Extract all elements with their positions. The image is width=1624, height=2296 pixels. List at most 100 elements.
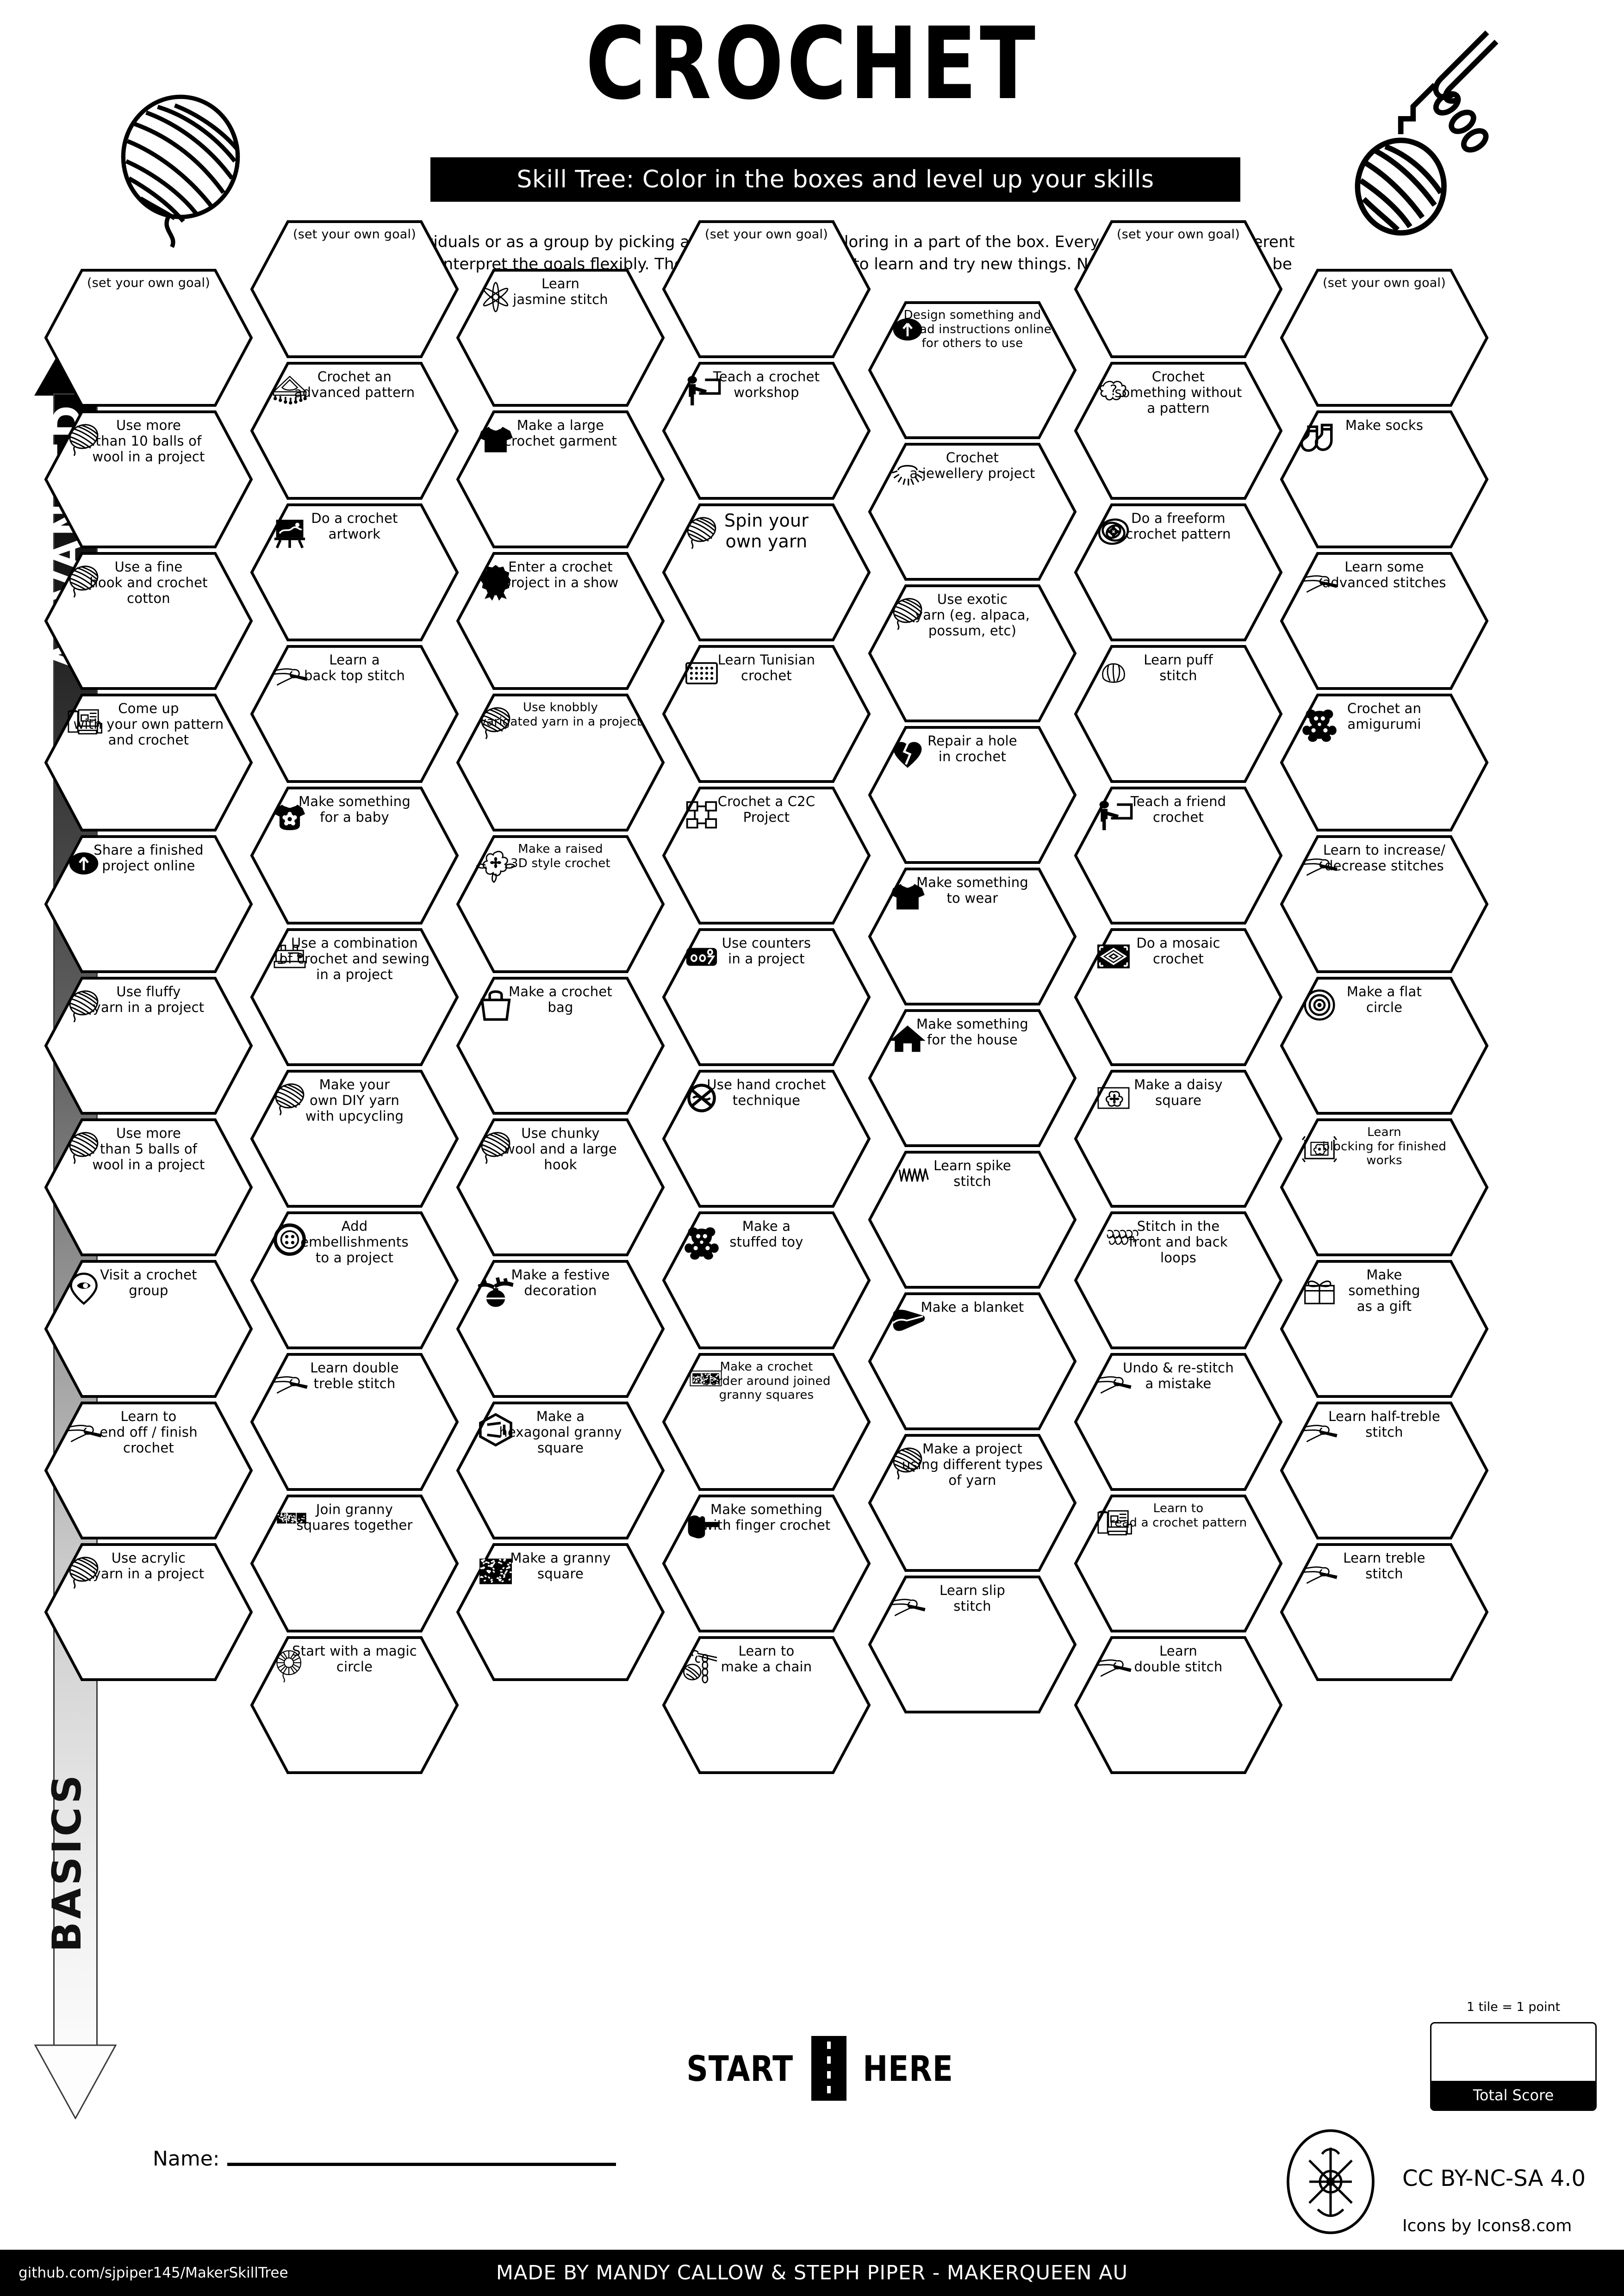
skill-hex-tile[interactable]: Make something with finger crochet — [662, 1494, 871, 1633]
skill-hex-tile[interactable]: Make something as a gift — [1280, 1260, 1489, 1398]
name-field[interactable]: Name: — [153, 2147, 616, 2171]
skill-hex-tile[interactable]: Make a stuffed toy — [662, 1211, 871, 1350]
skill-hex-content: Enter a crochet project in a show — [474, 559, 647, 683]
skill-hex-label: Learn to increase/decrease stitches — [1322, 842, 1446, 874]
skill-hex-tile[interactable]: (set your own goal) — [250, 220, 459, 359]
skill-hex-tile[interactable]: Learn puff stitch — [1074, 645, 1283, 783]
skill-hex-tile[interactable]: (set your own goal) — [662, 220, 871, 359]
skill-hex-content: Make a crochet bag — [474, 984, 647, 1108]
skill-hex-content: Crochet a C2C Project — [680, 794, 852, 918]
skill-hex-tile[interactable]: Share a finished project online — [44, 835, 253, 974]
skill-hex-content: Learn to increase/decrease stitches — [1298, 842, 1470, 966]
here-word: HERE — [863, 2048, 953, 2089]
skill-hex-tile[interactable]: Learn to end off / finish crochet — [44, 1401, 253, 1540]
skill-hex-content: Make a crochet border around joined granny… — [680, 1360, 852, 1484]
score-input-box[interactable]: Total Score — [1430, 2022, 1597, 2111]
name-input-line[interactable] — [227, 2163, 616, 2166]
skill-hex-label: Spin your own yarn — [723, 510, 809, 552]
skill-hex-tile[interactable]: (set your own goal) — [1280, 268, 1489, 407]
skill-hex-tile[interactable]: Teach a crochet workshop — [662, 361, 871, 500]
skill-hex-tile[interactable]: Use chunky wool and a large hook — [456, 1118, 665, 1257]
skill-hex-tile[interactable]: Visit a crochet group — [44, 1260, 253, 1398]
skill-hex-tile[interactable]: Teach a friend crochet — [1074, 786, 1283, 925]
skill-hex-tile[interactable]: Learn to make a chain — [662, 1636, 871, 1775]
skill-hex-tile[interactable]: Learn double stitch — [1074, 1636, 1283, 1775]
skill-hex-tile[interactable]: Use fluffy yarn in a project — [44, 976, 253, 1115]
skill-hex-label: Make a stuffed toy — [728, 1218, 804, 1250]
skill-hex-label: (set your own goal) — [292, 227, 417, 242]
skill-hex-label: Make a festive decoration — [510, 1267, 611, 1298]
skill-hex-tile[interactable]: Learn to increase/decrease stitches — [1280, 835, 1489, 974]
skill-hex-tile[interactable]: Use a fine hook and crochet cotton — [44, 552, 253, 690]
skill-hex-content: Make something as a gift — [1298, 1267, 1470, 1391]
skill-hex-tile[interactable]: Make a flat circle — [1280, 976, 1489, 1115]
skill-hex-tile[interactable]: Design something and upload instructions … — [868, 301, 1077, 440]
skill-hex-tile[interactable]: Learn half-treble stitch — [1280, 1401, 1489, 1540]
skill-hex-tile[interactable]: Use acrylic yarn in a project — [44, 1543, 253, 1682]
skill-hex-tile[interactable]: Crochet something without a pattern ? — [1074, 361, 1283, 500]
skill-hex-tile[interactable]: Join granny squares together — [250, 1494, 459, 1633]
skill-hex-content: Use knobbly varigated yarn in a project — [474, 701, 647, 825]
skill-hex-tile[interactable]: Use counters in a project — [662, 928, 871, 1067]
skill-hex-label: Make something for a baby — [298, 794, 411, 825]
skill-hex-tile[interactable]: (set your own goal) — [1074, 220, 1283, 359]
skill-hex-tile[interactable]: Crochet an amigurumi — [1280, 693, 1489, 832]
skill-hex-tile[interactable]: Use more than 5 balls of wool in a project — [44, 1118, 253, 1257]
skill-hex-tile[interactable]: Do a crochet artwork — [250, 503, 459, 642]
skill-hex-label: Make a raised 3D style crochet — [510, 842, 611, 870]
skill-hex-content: Make your own DIY yarn with upcycling — [268, 1077, 441, 1201]
skill-hex-tile[interactable]: (set your own goal) — [44, 268, 253, 407]
skill-hex-tile[interactable]: Crochet a jewellery project — [868, 442, 1077, 581]
skill-hex-tile[interactable]: Crochet an advanced pattern — [250, 361, 459, 500]
skill-hex-tile[interactable]: Undo & re-stitch a mistake — [1074, 1353, 1283, 1491]
skill-hex-tile[interactable]: Learn Tunisian crochet — [662, 645, 871, 783]
skill-hex-tile[interactable]: Make a daisy square — [1074, 1069, 1283, 1208]
skill-hex-tile[interactable]: Do a mosaic crochet — [1074, 928, 1283, 1067]
skill-hex-tile[interactable]: Add embellishments to a project — [250, 1211, 459, 1350]
skill-hex-content: Learn half-treble stitch — [1298, 1409, 1470, 1533]
skill-hex-tile[interactable]: Use knobbly varigated yarn in a project — [456, 693, 665, 832]
skill-hex-tile[interactable]: Repair a hole in crochet — [868, 726, 1077, 864]
skill-hex-tile[interactable]: Spin your own yarn — [662, 503, 871, 642]
skill-hex-tile[interactable]: Make a blanket — [868, 1292, 1077, 1431]
skill-hex-tile[interactable]: Do a freeform crochet pattern — [1074, 503, 1283, 642]
skill-hex-tile[interactable]: Make socks — [1280, 410, 1489, 549]
skill-hex-tile[interactable]: Learn double treble stitch — [250, 1353, 459, 1491]
skill-hex-tile[interactable]: Make a project using different types of ya… — [868, 1433, 1077, 1572]
skill-hex-tile[interactable]: Learn a back top stitch — [250, 645, 459, 783]
skill-hex-content: Use acrylic yarn in a project — [62, 1550, 235, 1674]
skill-hex-tile[interactable]: Make something for the house — [868, 1009, 1077, 1148]
total-score-widget[interactable]: 1 tile = 1 point Total Score — [1430, 2022, 1597, 2115]
skill-hex-tile[interactable]: Start with a magic circle — [250, 1636, 459, 1775]
skill-hex-tile[interactable]: Learn spike stitch — [868, 1150, 1077, 1289]
skill-hex-tile[interactable]: Come up with your own pattern and crochet — [44, 693, 253, 832]
skill-hex-tile[interactable]: Enter a crochet project in a show — [456, 552, 665, 690]
skill-hex-tile[interactable]: Use a combination of crochet and sewing in… — [250, 928, 459, 1067]
skill-hex-tile[interactable]: Learn jasmine stitch — [456, 268, 665, 407]
skill-hex-tile[interactable]: Make a raised 3D style crochet — [456, 835, 665, 974]
skill-hex-tile[interactable]: Make a festive decoration — [456, 1260, 665, 1398]
skill-hex-tile[interactable]: Make a crochet border around joined granny… — [662, 1353, 871, 1491]
skill-hex-tile[interactable]: Use hand crochet technique — [662, 1069, 871, 1208]
score-note: 1 tile = 1 point — [1430, 2000, 1597, 2014]
skill-hex-label: Learn to end off / finish crochet — [99, 1409, 199, 1456]
skill-hex-tile[interactable]: Stitch in the front and back loops — [1074, 1211, 1283, 1350]
skill-hex-tile[interactable]: Learn slip stitch — [868, 1575, 1077, 1714]
skill-hex-tile[interactable]: Learn blocking for finished works — [1280, 1118, 1489, 1257]
skill-hex-tile[interactable]: Crochet a C2C Project — [662, 786, 871, 925]
skill-hex-tile[interactable]: Use exotic yarn (eg. alpaca, possum, etc) — [868, 584, 1077, 723]
skill-hex-tile[interactable]: Make something to wear — [868, 867, 1077, 1006]
skill-hex-label: (set your own goal) — [1322, 276, 1447, 291]
skill-hex-tile[interactable]: Make a hexagonal granny square — [456, 1401, 665, 1540]
skill-hex-tile[interactable]: Make a granny square — [456, 1543, 665, 1682]
skill-hex-tile[interactable]: Make a large crochet garment — [456, 410, 665, 549]
skill-hex-tile[interactable]: Use more than 10 balls of wool in a projec… — [44, 410, 253, 549]
skill-hex-tile[interactable]: Learn treble stitch — [1280, 1543, 1489, 1682]
skill-hex-tile[interactable]: Make your own DIY yarn with upcycling — [250, 1069, 459, 1208]
skill-hex-tile[interactable]: Learn to read a crochet pattern — [1074, 1494, 1283, 1633]
skill-hex-tile[interactable]: Learn some advanced stitches — [1280, 552, 1489, 690]
skill-hex-content: Make something for the house — [886, 1016, 1058, 1140]
skill-hex-tile[interactable]: Make a crochet bag — [456, 976, 665, 1115]
skill-hex-tile[interactable]: Make something for a baby — [250, 786, 459, 925]
skill-hex-content: Make socks — [1298, 417, 1470, 541]
